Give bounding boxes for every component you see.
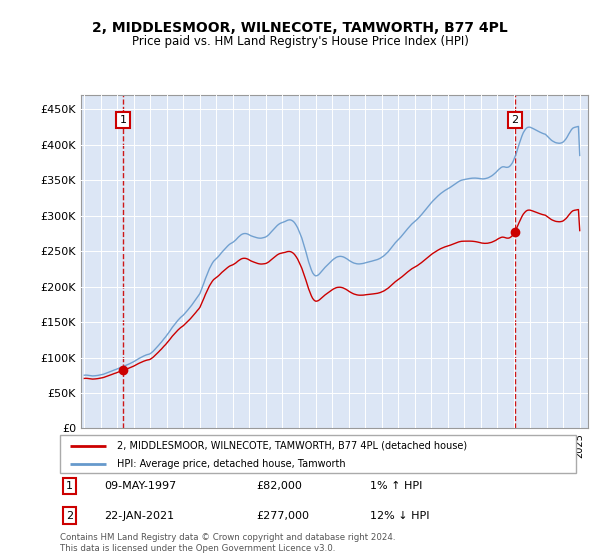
Text: 09-MAY-1997: 09-MAY-1997 — [104, 481, 176, 491]
Text: 1: 1 — [66, 481, 73, 491]
Text: £82,000: £82,000 — [256, 481, 302, 491]
Text: £277,000: £277,000 — [256, 511, 309, 520]
Text: 1: 1 — [120, 115, 127, 125]
Text: HPI: Average price, detached house, Tamworth: HPI: Average price, detached house, Tamw… — [117, 459, 346, 469]
Text: 2: 2 — [511, 115, 518, 125]
Text: 12% ↓ HPI: 12% ↓ HPI — [370, 511, 429, 520]
Text: 2: 2 — [66, 511, 73, 520]
Text: Contains HM Land Registry data © Crown copyright and database right 2024.
This d: Contains HM Land Registry data © Crown c… — [60, 533, 395, 553]
Text: 2, MIDDLESMOOR, WILNECOTE, TAMWORTH, B77 4PL: 2, MIDDLESMOOR, WILNECOTE, TAMWORTH, B77… — [92, 21, 508, 35]
Text: 2, MIDDLESMOOR, WILNECOTE, TAMWORTH, B77 4PL (detached house): 2, MIDDLESMOOR, WILNECOTE, TAMWORTH, B77… — [117, 441, 467, 451]
Text: 1% ↑ HPI: 1% ↑ HPI — [370, 481, 422, 491]
Text: 22-JAN-2021: 22-JAN-2021 — [104, 511, 174, 520]
Text: Price paid vs. HM Land Registry's House Price Index (HPI): Price paid vs. HM Land Registry's House … — [131, 35, 469, 48]
